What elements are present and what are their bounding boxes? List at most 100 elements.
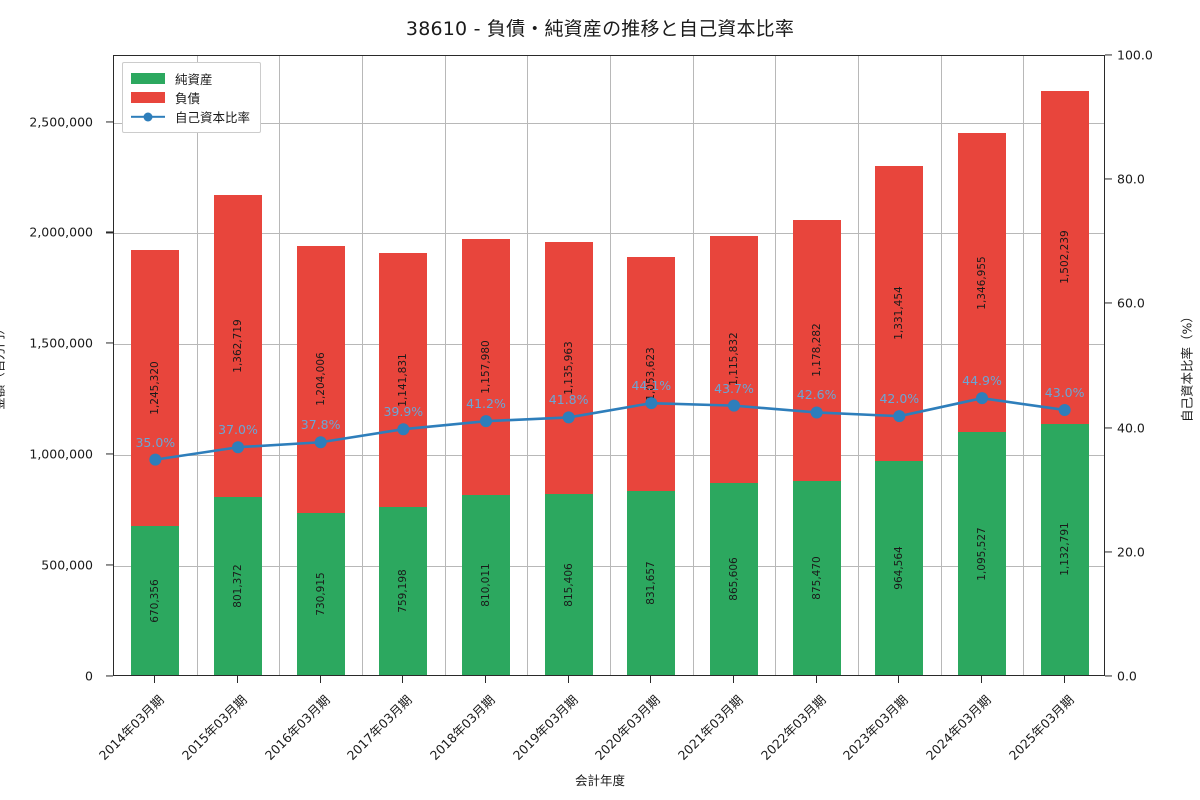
x-tick-label: 2023年03月期 <box>840 692 912 763</box>
bar-segment-liability[interactable]: 1,115,832 <box>710 235 758 484</box>
ratio-data-point[interactable] <box>976 392 988 405</box>
y-tick-label-left: 0 <box>85 668 93 684</box>
ratio-value-label: 37.8% <box>300 417 341 433</box>
bar-segment-liability[interactable]: 1,245,320 <box>131 250 180 527</box>
gridline-horizontal <box>114 455 1104 457</box>
bar-segment-liability[interactable]: 1,502,239 <box>1040 90 1089 424</box>
ratio-data-point[interactable] <box>893 410 906 423</box>
x-tick-mark <box>1063 676 1065 683</box>
bar-segment-equity[interactable]: 801,372 <box>214 497 262 675</box>
x-tick-mark <box>237 676 239 683</box>
gridline-horizontal <box>114 122 1104 124</box>
ratio-data-point[interactable] <box>645 397 658 410</box>
bar-segment-equity[interactable]: 1,095,527 <box>958 432 1006 675</box>
legend-item[interactable]: 純資産 <box>131 69 250 88</box>
legend-swatch-icon <box>131 92 165 103</box>
bar-segment-equity[interactable]: 1,132,791 <box>1040 423 1089 675</box>
ratio-value-label: 41.2% <box>466 396 506 412</box>
bar-group[interactable]: 1,095,527 1,346,955 <box>958 133 1006 675</box>
bar-segment-equity[interactable]: 865,606 <box>710 483 758 675</box>
bar-group[interactable]: 810,011 1,157,980 <box>462 238 510 675</box>
x-tick-label: 2020年03月期 <box>592 692 664 763</box>
bar-segment-liability[interactable]: 1,157,980 <box>462 238 510 496</box>
bar-segment-liability[interactable]: 1,178,282 <box>792 219 841 481</box>
y-tick-label-left: 500,000 <box>41 557 93 573</box>
gridline-horizontal <box>114 566 1104 568</box>
ratio-value-label: 42.0% <box>879 391 920 407</box>
bar-group[interactable]: 875,470 1,178,282 <box>792 219 841 675</box>
gridline-horizontal <box>114 344 1104 346</box>
ratio-data-point[interactable] <box>728 399 740 412</box>
ratio-value-label: 37.0% <box>218 422 258 438</box>
x-axis-label: 会計年度 <box>574 773 625 788</box>
x-tick-mark <box>485 676 487 683</box>
bar-group[interactable]: 730,915 1,204,006 <box>296 245 345 675</box>
legend-item[interactable]: 自己資本比率 <box>131 107 250 126</box>
ratio-labels-layer: 35.0% 37.0% 37.8% 39.9% 41.2% 41.8% 44.1% 43.7%… <box>114 56 1104 675</box>
bar-segment-equity[interactable]: 831,657 <box>627 490 676 675</box>
x-tick-mark <box>733 676 735 683</box>
ratio-value-label: 35.0% <box>135 434 176 450</box>
x-tick-label: 2014年03月期 <box>96 692 168 763</box>
legend-item[interactable]: 負債 <box>131 88 250 107</box>
y-tick-mark-right <box>1105 675 1112 677</box>
x-tick-mark <box>154 676 156 683</box>
gridline-vertical <box>692 56 694 675</box>
y-tick-mark-left <box>106 675 113 677</box>
y-tick-label-right: 60.0 <box>1117 295 1145 311</box>
bar-segment-equity[interactable]: 964,564 <box>875 461 924 675</box>
y-tick-label-left: 1,000,000 <box>29 446 93 462</box>
ratio-value-label: 44.1% <box>631 378 672 394</box>
legend-swatch-icon <box>131 73 165 84</box>
x-tick-mark <box>650 676 652 683</box>
legend-item-label: 負債 <box>175 91 201 106</box>
bar-segment-equity[interactable]: 815,406 <box>544 494 593 675</box>
bar-group[interactable]: 1,132,791 1,502,239 <box>1040 90 1089 675</box>
ratio-line-layer <box>114 56 1104 675</box>
gridline-vertical <box>279 56 281 675</box>
bar-segment-equity[interactable]: 670,356 <box>131 526 180 675</box>
x-tick-label: 2015年03月期 <box>178 692 250 763</box>
ratio-line-path <box>154 396 1066 461</box>
bar-segment-equity[interactable]: 730,915 <box>296 512 345 675</box>
ratio-data-point[interactable] <box>1058 403 1071 416</box>
bar-segment-equity[interactable]: 810,011 <box>462 495 510 675</box>
y-tick-label-right: 100.0 <box>1117 47 1153 63</box>
ratio-value-label: 43.7% <box>714 380 754 396</box>
x-tick-label: 2022年03月期 <box>757 692 829 763</box>
bar-segment-liability[interactable]: 1,204,006 <box>296 245 345 513</box>
ratio-line-svg <box>149 392 1071 466</box>
ratio-value-label: 39.9% <box>383 404 424 420</box>
ratio-data-point[interactable] <box>810 406 823 419</box>
y-tick-mark-left <box>106 342 113 344</box>
x-tick-label: 2017年03月期 <box>344 692 416 763</box>
x-tick-mark <box>898 676 900 683</box>
gridline-vertical <box>858 56 859 675</box>
bar-segment-liability[interactable]: 1,346,955 <box>958 133 1006 433</box>
y-tick-mark-left <box>106 564 113 566</box>
ratio-value-label: 42.6% <box>796 387 837 403</box>
bar-segment-liability[interactable]: 1,135,963 <box>544 242 593 495</box>
bar-group[interactable]: 831,657 1,053,623 <box>627 256 676 675</box>
ratio-data-point[interactable] <box>232 441 244 454</box>
x-tick-label: 2025年03月期 <box>1005 692 1077 763</box>
gridline-vertical <box>196 56 198 675</box>
legend-item-label: 自己資本比率 <box>175 110 251 125</box>
bar-group[interactable]: 670,356 1,245,320 <box>131 250 180 675</box>
bar-group[interactable]: 865,606 1,115,832 <box>710 235 758 675</box>
bar-segment-liability[interactable]: 1,141,831 <box>379 253 428 507</box>
bar-segment-equity[interactable]: 875,470 <box>792 480 841 675</box>
bar-group[interactable]: 759,198 1,141,831 <box>379 253 428 675</box>
x-tick-label: 2019年03月期 <box>509 692 581 763</box>
bar-segment-liability[interactable]: 1,053,623 <box>627 256 676 491</box>
ratio-data-point[interactable] <box>480 415 492 428</box>
legend-item-label: 純資産 <box>175 72 213 87</box>
y-tick-mark-left <box>106 453 113 455</box>
y-tick-mark-left <box>106 231 113 233</box>
ratio-data-point[interactable] <box>314 436 327 449</box>
ratio-data-point[interactable] <box>562 411 575 424</box>
ratio-data-point[interactable] <box>149 453 162 466</box>
ratio-data-point[interactable] <box>397 423 410 436</box>
bar-group[interactable]: 815,406 1,135,963 <box>544 242 593 675</box>
bar-segment-equity[interactable]: 759,198 <box>379 506 428 675</box>
